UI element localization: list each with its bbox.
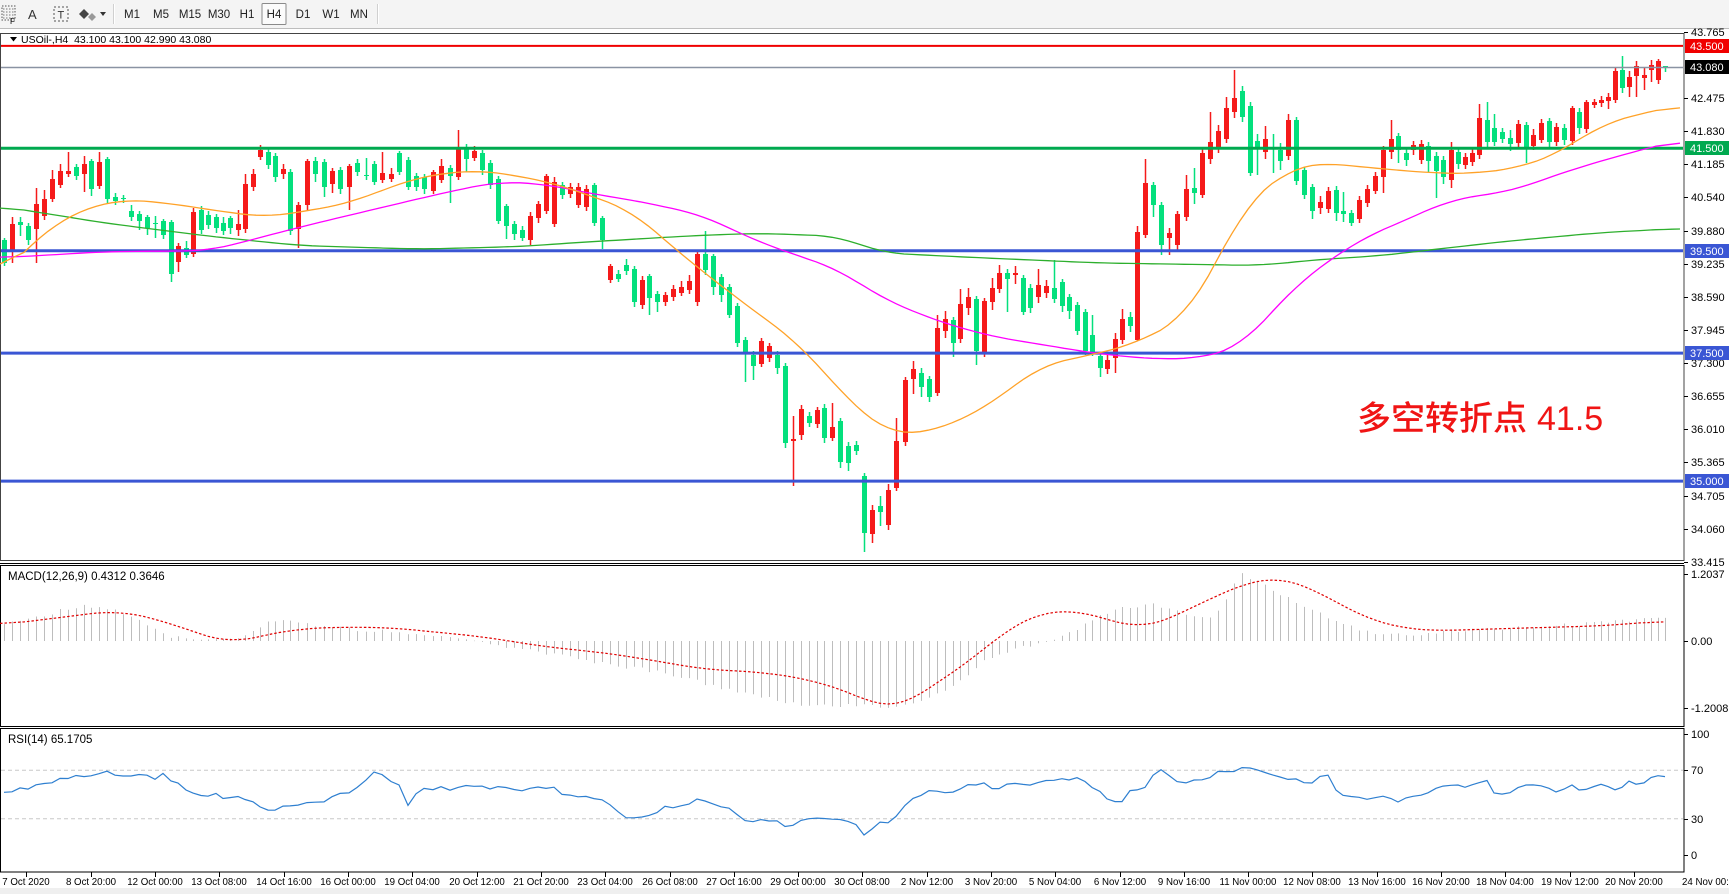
svg-text:11 Nov 00:00: 11 Nov 00:00 — [1220, 877, 1278, 888]
svg-text:19 Oct 04:00: 19 Oct 04:00 — [384, 877, 440, 888]
svg-text:M1: M1 — [124, 9, 140, 21]
svg-text:T: T — [58, 10, 65, 22]
svg-text:27 Oct 16:00: 27 Oct 16:00 — [706, 877, 762, 888]
svg-text:70: 70 — [1691, 765, 1703, 777]
svg-text:100: 100 — [1691, 729, 1709, 741]
svg-text:29 Oct 00:00: 29 Oct 00:00 — [770, 877, 826, 888]
svg-text:30: 30 — [1691, 814, 1703, 826]
svg-text:F: F — [10, 17, 15, 26]
svg-text:38.590: 38.590 — [1691, 292, 1725, 304]
svg-text:5 Nov 04:00: 5 Nov 04:00 — [1029, 877, 1082, 888]
svg-text:M15: M15 — [179, 9, 201, 21]
svg-text:24 Nov 00:00: 24 Nov 00:00 — [1682, 877, 1729, 888]
svg-text:26 Oct 08:00: 26 Oct 08:00 — [642, 877, 698, 888]
svg-text:20 Oct 12:00: 20 Oct 12:00 — [449, 877, 505, 888]
svg-text:3 Nov 20:00: 3 Nov 20:00 — [965, 877, 1018, 888]
svg-text:1.2037: 1.2037 — [1691, 569, 1725, 581]
svg-text:37.945: 37.945 — [1691, 325, 1725, 337]
svg-text:M30: M30 — [208, 9, 230, 21]
svg-text:20 Nov 20:00: 20 Nov 20:00 — [1605, 877, 1663, 888]
svg-text:35.000: 35.000 — [1690, 476, 1724, 488]
svg-text:40.540: 40.540 — [1691, 192, 1725, 204]
svg-text:19 Nov 12:00: 19 Nov 12:00 — [1541, 877, 1599, 888]
svg-text:A: A — [28, 7, 37, 22]
svg-text:M5: M5 — [153, 9, 169, 21]
svg-text:7 Oct 2020: 7 Oct 2020 — [2, 877, 50, 888]
svg-text:39.235: 39.235 — [1691, 259, 1725, 271]
svg-text:42.475: 42.475 — [1691, 93, 1725, 105]
svg-text:35.365: 35.365 — [1691, 457, 1725, 469]
svg-text:33.415: 33.415 — [1691, 557, 1725, 569]
svg-text:W1: W1 — [322, 9, 339, 21]
svg-text:16 Oct 00:00: 16 Oct 00:00 — [320, 877, 376, 888]
svg-text:23 Oct 04:00: 23 Oct 04:00 — [577, 877, 633, 888]
svg-text:39.500: 39.500 — [1690, 246, 1724, 258]
svg-text:13 Nov 16:00: 13 Nov 16:00 — [1348, 877, 1406, 888]
svg-text:41.830: 41.830 — [1691, 126, 1725, 138]
svg-text:41.185: 41.185 — [1691, 159, 1725, 171]
svg-text:MN: MN — [350, 9, 368, 21]
svg-text:41.5: 41.5 — [1537, 400, 1603, 438]
svg-text:H4: H4 — [267, 9, 282, 21]
svg-text:43.080: 43.080 — [1690, 62, 1724, 74]
svg-text:43.500: 43.500 — [1690, 41, 1724, 53]
svg-text:37.500: 37.500 — [1690, 348, 1724, 360]
svg-text:36.655: 36.655 — [1691, 391, 1725, 403]
svg-text:36.010: 36.010 — [1691, 424, 1725, 436]
svg-text:6 Nov 12:00: 6 Nov 12:00 — [1094, 877, 1147, 888]
svg-text:34.705: 34.705 — [1691, 491, 1725, 503]
svg-text:21 Oct 20:00: 21 Oct 20:00 — [513, 877, 569, 888]
svg-text:30 Oct 08:00: 30 Oct 08:00 — [834, 877, 890, 888]
svg-text:14 Oct 16:00: 14 Oct 16:00 — [256, 877, 312, 888]
svg-text:H1: H1 — [240, 9, 255, 21]
svg-text:9 Nov 16:00: 9 Nov 16:00 — [1158, 877, 1211, 888]
svg-text:0.00: 0.00 — [1691, 636, 1712, 648]
svg-text:34.060: 34.060 — [1691, 524, 1725, 536]
svg-text:12 Oct 00:00: 12 Oct 00:00 — [127, 877, 183, 888]
svg-text:43.765: 43.765 — [1691, 27, 1725, 39]
svg-text:MACD(12,26,9) 0.4312 0.3646: MACD(12,26,9) 0.4312 0.3646 — [8, 571, 165, 583]
svg-text:16 Nov 20:00: 16 Nov 20:00 — [1412, 877, 1470, 888]
svg-text:12 Nov 08:00: 12 Nov 08:00 — [1283, 877, 1341, 888]
svg-text:2 Nov 12:00: 2 Nov 12:00 — [901, 877, 954, 888]
svg-text:-1.2008: -1.2008 — [1691, 703, 1728, 715]
svg-text:8 Oct 20:00: 8 Oct 20:00 — [66, 877, 117, 888]
svg-text:39.880: 39.880 — [1691, 226, 1725, 238]
svg-text:13 Oct 08:00: 13 Oct 08:00 — [191, 877, 247, 888]
svg-text:D1: D1 — [296, 9, 311, 21]
svg-text:41.500: 41.500 — [1690, 143, 1724, 155]
svg-text:USOil-,H4 43.100 43.100 42.99: USOil-,H4 43.100 43.100 42.990 43.080 — [21, 34, 211, 46]
svg-text:RSI(14) 65.1705: RSI(14) 65.1705 — [8, 734, 92, 746]
svg-text:37.300: 37.300 — [1691, 358, 1725, 370]
svg-text:0: 0 — [1691, 850, 1697, 862]
svg-text:18 Nov 04:00: 18 Nov 04:00 — [1476, 877, 1534, 888]
